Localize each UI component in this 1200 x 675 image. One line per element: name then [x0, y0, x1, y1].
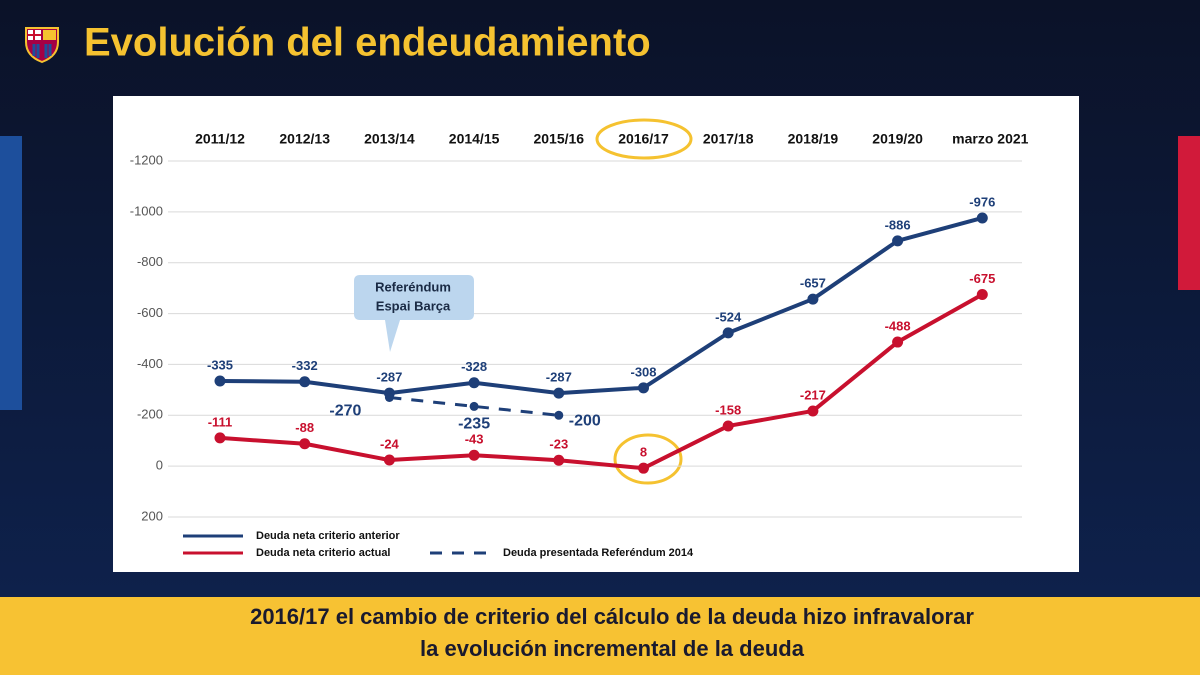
y-tick-label: -800	[137, 254, 163, 269]
plot: -1200 -1000 -800 -600 -400 -200 0 200 2011/12 201…	[130, 131, 1029, 559]
data-label: -335	[207, 357, 233, 372]
series-line	[219, 216, 983, 396]
point	[299, 438, 311, 450]
data-label: -976	[969, 194, 995, 209]
point	[553, 387, 565, 399]
callout: Referéndum Espai Barça	[354, 275, 474, 352]
point	[807, 293, 819, 305]
data-label: -200	[569, 413, 601, 430]
point	[722, 327, 734, 339]
footer-text: 2016/17 el cambio de criterio del cálcul…	[250, 604, 974, 629]
point	[214, 432, 226, 444]
chart-panel	[113, 96, 1079, 572]
series-line	[219, 292, 984, 471]
footer-band	[0, 597, 1200, 675]
point	[892, 336, 904, 348]
x-tick-label: 2014/15	[449, 131, 500, 147]
point	[638, 382, 649, 394]
point	[807, 405, 819, 417]
data-label: -332	[292, 358, 318, 373]
point	[468, 449, 480, 461]
crest	[25, 27, 59, 64]
y-tick-label: -600	[137, 305, 163, 320]
data-label: -287	[546, 370, 572, 385]
legend-label: Deuda neta criterio actual	[256, 547, 391, 559]
point	[384, 392, 394, 402]
y-tick-label: -1200	[130, 152, 163, 167]
legend-label: Deuda presentada Referéndum 2014	[503, 547, 694, 559]
data-label: -23	[549, 437, 568, 452]
annotation-text: Espai Barça	[376, 298, 451, 313]
legend-label: Deuda neta criterio anterior	[256, 530, 400, 542]
data-label: -308	[630, 364, 656, 379]
data-label: -24	[380, 436, 400, 451]
data-label: -287	[376, 370, 402, 385]
x-tick-label: 2019/20	[872, 131, 923, 147]
data-label: -111	[208, 414, 233, 429]
point	[468, 377, 480, 389]
data-label: -270	[329, 403, 361, 420]
point	[722, 420, 734, 432]
x-tick-label: 2013/14	[364, 131, 415, 147]
x-tick-label: 2012/13	[279, 131, 330, 147]
slide-title: Evolución del endeudamiento	[84, 21, 651, 65]
data-label: -328	[461, 359, 487, 374]
point	[299, 376, 311, 388]
data-label: -235	[458, 416, 490, 433]
point	[383, 454, 395, 466]
footer-text: la evolución incremental de la deuda	[420, 636, 805, 661]
data-label: -675	[969, 271, 995, 286]
x-tick-label: 2011/12	[195, 131, 245, 147]
data-label: -88	[295, 420, 314, 435]
highlight-circle	[595, 118, 693, 160]
point	[554, 410, 564, 420]
data-label: -657	[800, 276, 826, 291]
x-tick-label: marzo 2021	[952, 131, 1028, 147]
side-bar-right	[1178, 136, 1200, 290]
y-tick-label: -400	[137, 356, 163, 371]
x-tick-label: 2018/19	[788, 131, 839, 147]
x-tick-label: 2016/17	[618, 131, 669, 147]
point	[892, 235, 904, 247]
data-label: -886	[885, 217, 911, 232]
point	[214, 375, 226, 387]
data-label: -524	[715, 309, 742, 324]
point	[976, 212, 988, 224]
series-line	[389, 395, 559, 417]
data-label: -43	[465, 432, 484, 447]
highlight-circle	[613, 433, 683, 485]
y-tick-label: -200	[137, 407, 163, 422]
side-bar-left	[0, 136, 22, 410]
y-tick-label: 200	[141, 508, 163, 523]
x-tick-label: 2017/18	[703, 131, 754, 147]
x-tick-label: 2015/16	[533, 131, 584, 147]
data-label: -488	[885, 318, 911, 333]
y-tick-label: 0	[156, 458, 163, 473]
data-label: 8	[640, 445, 647, 460]
point	[469, 401, 479, 411]
data-label: -158	[715, 402, 741, 417]
point	[976, 289, 988, 300]
annotation-text: Referéndum	[375, 279, 451, 294]
y-tick-label: -1000	[130, 203, 163, 218]
point	[638, 462, 649, 474]
point	[553, 454, 565, 466]
data-label: -217	[800, 387, 826, 402]
